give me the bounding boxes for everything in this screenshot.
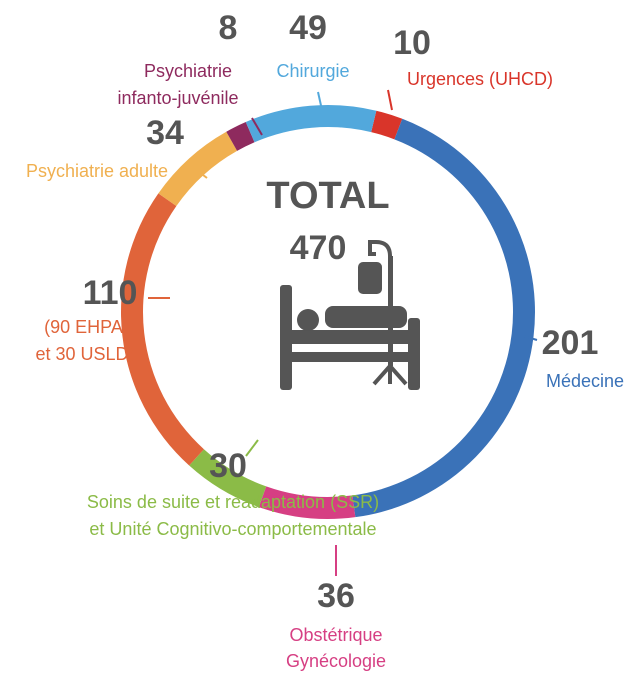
donut-segment bbox=[189, 449, 267, 508]
segment-label: Gynécologie bbox=[286, 651, 386, 671]
segment-value: 8 bbox=[219, 9, 238, 47]
donut-segment bbox=[258, 486, 356, 519]
donut-segment bbox=[158, 131, 238, 206]
leader-line bbox=[251, 117, 263, 136]
segment-value: 49 bbox=[289, 9, 327, 47]
leader-line bbox=[245, 439, 259, 457]
leader-line bbox=[519, 334, 538, 341]
leader-line bbox=[387, 89, 393, 111]
segment-value: 110 bbox=[83, 274, 138, 312]
segment-label: Urgences (UHCD) bbox=[407, 69, 553, 89]
center-title: TOTAL bbox=[266, 175, 389, 217]
segment-label: Obstétrique bbox=[289, 625, 382, 645]
segment-value: 201 bbox=[542, 324, 599, 362]
leader-line bbox=[317, 91, 323, 111]
segment-label: Psychiatrie bbox=[144, 61, 232, 81]
segment-value: 36 bbox=[317, 577, 355, 615]
segment-label: Psychiatrie adulte bbox=[26, 161, 168, 181]
donut-segment bbox=[352, 118, 535, 518]
segment-value: 30 bbox=[209, 447, 247, 485]
segment-label: Médecine bbox=[546, 371, 624, 391]
segment-value: 34 bbox=[146, 114, 184, 152]
segment-value: 10 bbox=[393, 24, 431, 62]
segment-label: Soins de suite et réadaptation (SSR) bbox=[87, 492, 379, 512]
donut-segment bbox=[226, 122, 255, 151]
donut-segment bbox=[245, 105, 377, 143]
segment-label: infanto-juvénile bbox=[117, 88, 238, 108]
segment-label: et 30 USLD) bbox=[35, 344, 134, 364]
donut-segment bbox=[120, 193, 204, 466]
bed-icon bbox=[280, 240, 420, 390]
donut-segment bbox=[371, 110, 403, 140]
segment-label: (90 EHPAD bbox=[44, 317, 136, 337]
leader-line bbox=[189, 164, 208, 179]
center-total: 470 bbox=[290, 229, 347, 267]
segment-label: Chirurgie bbox=[276, 61, 349, 81]
segment-label: et Unité Cognitivo-comportementale bbox=[89, 519, 376, 539]
